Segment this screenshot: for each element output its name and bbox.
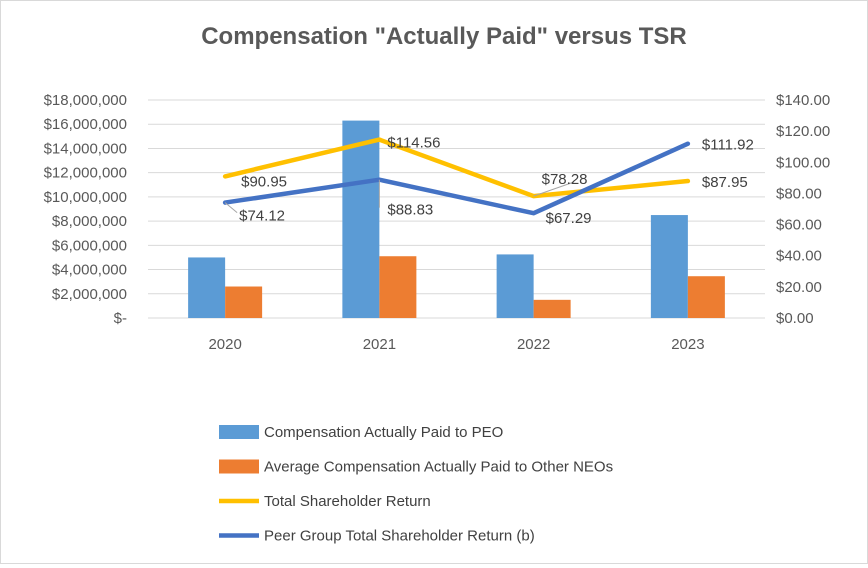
bars xyxy=(188,120,725,318)
bar xyxy=(496,254,534,318)
bar xyxy=(225,286,263,318)
leader-line xyxy=(533,181,574,197)
left-tick-label: $6,000,000 xyxy=(52,237,127,254)
legend-label: Average Compensation Actually Paid to Ot… xyxy=(264,459,613,476)
legend-swatch xyxy=(219,425,259,439)
right-axis: $0.00 $20.00 $40.00 $60.00 $80.00 $100.00 $120… xyxy=(776,92,830,327)
left-tick-label: $12,000,000 xyxy=(44,165,127,182)
right-tick-label: $60.00 xyxy=(776,217,822,234)
leader-line xyxy=(224,202,238,213)
legend-label: Compensation Actually Paid to PEO xyxy=(264,424,503,441)
right-tick-label: $80.00 xyxy=(776,185,822,202)
data-labels: $90.95 $114.56 $78.28 $87.95 $74.12 $88.83 $67… xyxy=(224,135,754,227)
legend-label: Total Shareholder Return xyxy=(264,493,431,510)
right-tick-label: $0.00 xyxy=(776,310,814,327)
left-tick-label: $8,000,000 xyxy=(52,213,127,230)
left-tick-label: $16,000,000 xyxy=(44,116,127,133)
bar xyxy=(188,257,226,318)
legend: Compensation Actually Paid to PEO Average… xyxy=(219,424,613,545)
bar xyxy=(342,120,380,318)
left-tick-label: $14,000,000 xyxy=(44,140,127,157)
right-tick-label: $20.00 xyxy=(776,279,822,296)
right-tick-label: $140.00 xyxy=(776,92,830,109)
data-label: $114.56 xyxy=(387,135,440,152)
right-tick-label: $100.00 xyxy=(776,154,830,171)
legend-swatch xyxy=(219,459,259,474)
bar xyxy=(650,215,688,318)
left-axis: $- $2,000,000 $4,000,000 $6,000,000 $8,000,0… xyxy=(44,92,127,327)
series-line xyxy=(222,137,691,199)
data-label: $111.92 xyxy=(702,137,754,154)
right-tick-label: $40.00 xyxy=(776,248,822,265)
data-label: $87.95 xyxy=(702,174,748,191)
data-label: $74.12 xyxy=(239,208,285,225)
data-label: $67.29 xyxy=(546,210,592,227)
bar xyxy=(379,256,417,318)
x-axis: 2020 2021 2022 2023 xyxy=(208,336,704,353)
chart-title: Compensation "Actually Paid" versus TSR xyxy=(201,23,687,50)
lines xyxy=(222,137,691,216)
left-tick-label: $- xyxy=(114,310,127,327)
left-tick-label: $4,000,000 xyxy=(52,262,127,279)
left-tick-label: $10,000,000 xyxy=(44,189,127,206)
data-label: $78.28 xyxy=(542,171,588,188)
x-tick-label: 2023 xyxy=(671,336,704,353)
x-tick-label: 2021 xyxy=(363,336,396,353)
left-tick-label: $2,000,000 xyxy=(52,286,127,303)
legend-label: Peer Group Total Shareholder Return (b) xyxy=(264,528,535,545)
data-label: $88.83 xyxy=(387,202,433,219)
x-tick-label: 2022 xyxy=(517,336,550,353)
bar xyxy=(533,299,571,318)
x-tick-label: 2020 xyxy=(208,336,241,353)
left-tick-label: $18,000,000 xyxy=(44,92,127,109)
bar xyxy=(687,276,725,318)
series-line xyxy=(222,141,691,216)
data-label: $90.95 xyxy=(241,173,287,190)
right-tick-label: $120.00 xyxy=(776,123,830,140)
